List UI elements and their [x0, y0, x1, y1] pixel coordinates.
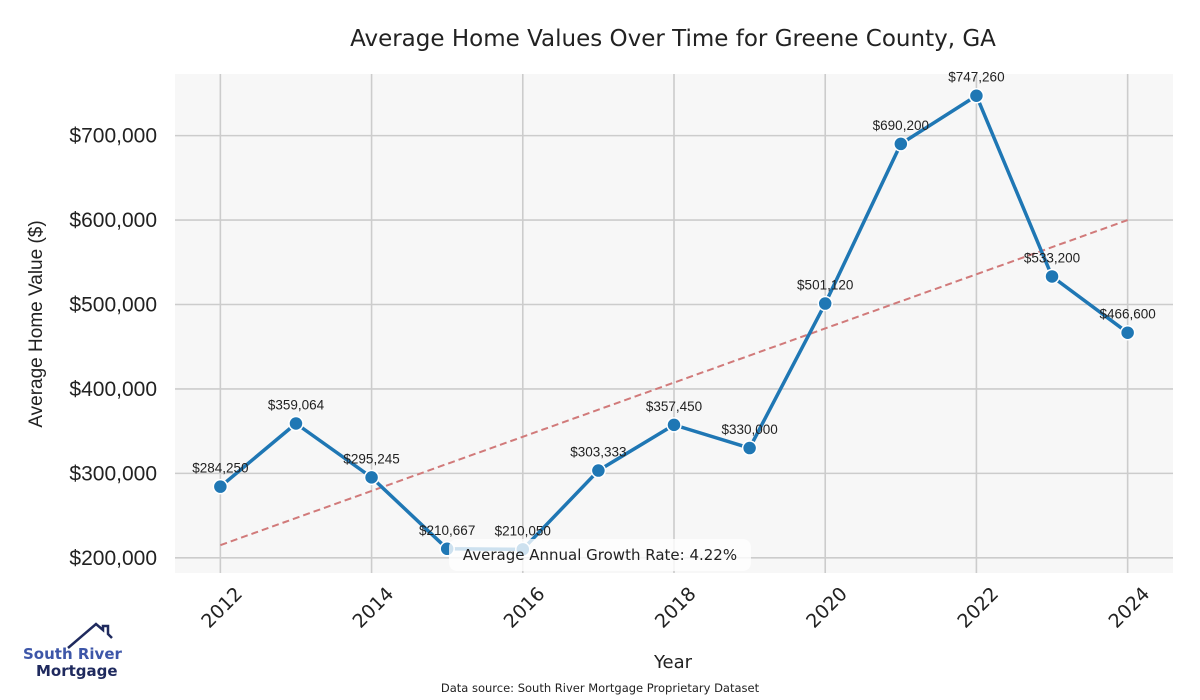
data-label: $303,333 [570, 445, 626, 460]
data-label: $295,245 [343, 451, 399, 466]
data-label: $747,260 [948, 70, 1004, 85]
x-tick-label: 2018 [651, 583, 701, 633]
trend-line [220, 219, 1128, 547]
x-axis-ticks: 2012 2014 2016 2018 2020 2022 2024 [197, 583, 1154, 633]
x-tick-label: 2022 [953, 583, 1003, 633]
x-tick-label: 2012 [197, 583, 247, 633]
y-tick-label: $500,000 [69, 294, 157, 317]
data-point [893, 136, 909, 152]
x-tick-label: 2014 [348, 583, 398, 633]
growth-rate-annotation: Average Annual Growth Rate: 4.22% [449, 539, 751, 571]
y-tick-label: $200,000 [69, 547, 157, 570]
logo-text-bottom: Mortgage [36, 662, 118, 680]
data-label: $210,050 [495, 523, 551, 538]
y-tick-label: $600,000 [69, 209, 157, 232]
y-axis-ticks: $200,000 $300,000 $400,000 $500,000 $600,000… [69, 125, 157, 570]
chart-title: Average Home Values Over Time for Greene… [350, 26, 996, 52]
gridlines [175, 74, 1173, 573]
y-axis-label: Average Home Value ($) [26, 220, 47, 427]
data-label: $690,200 [873, 118, 929, 133]
data-point [666, 417, 682, 433]
annotation-text: Average Annual Growth Rate: 4.22% [463, 546, 737, 564]
trend-line-group [220, 219, 1128, 547]
data-point [363, 469, 380, 486]
data-label: $210,667 [419, 523, 475, 538]
data-label: $533,200 [1024, 250, 1080, 265]
data-point [817, 295, 833, 312]
data-label: $466,600 [1099, 307, 1155, 322]
x-axis-label: Year [653, 652, 693, 673]
data-source-note: Data source: South River Mortgage Propri… [441, 681, 760, 695]
x-tick-label: 2016 [500, 583, 550, 633]
data-label: $284,250 [192, 461, 248, 476]
data-point [288, 415, 304, 432]
x-tick-label: 2024 [1105, 583, 1155, 633]
data-point [741, 440, 758, 456]
annotation-box [449, 539, 751, 571]
logo-text-top: South River [23, 645, 123, 663]
data-label: $357,450 [646, 399, 702, 414]
data-labels-group: $284,250 $359,064 $295,245 $210,667 $210,050… [192, 70, 1156, 539]
data-label: $501,120 [797, 278, 853, 293]
data-point [968, 87, 985, 104]
company-logo: South River Mortgage [23, 622, 123, 680]
data-point [590, 462, 607, 479]
y-tick-label: $300,000 [69, 462, 157, 485]
data-point [1044, 268, 1060, 285]
y-tick-label: $400,000 [69, 378, 157, 401]
x-tick-label: 2020 [802, 583, 852, 633]
data-label: $359,064 [268, 397, 325, 412]
data-point [1119, 324, 1136, 341]
data-label: $330,000 [721, 422, 777, 437]
data-point [212, 478, 229, 495]
y-tick-label: $700,000 [69, 125, 157, 148]
house-roof-icon [67, 622, 113, 649]
